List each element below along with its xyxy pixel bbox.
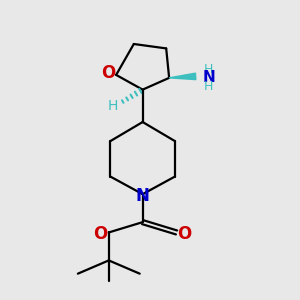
Text: H: H [204, 80, 214, 93]
Text: O: O [178, 225, 192, 243]
Text: H: H [107, 99, 118, 113]
Text: N: N [136, 187, 150, 205]
Text: N: N [202, 70, 215, 85]
Text: O: O [101, 64, 115, 82]
Polygon shape [169, 73, 196, 80]
Text: H: H [204, 62, 214, 76]
Text: O: O [93, 225, 108, 243]
